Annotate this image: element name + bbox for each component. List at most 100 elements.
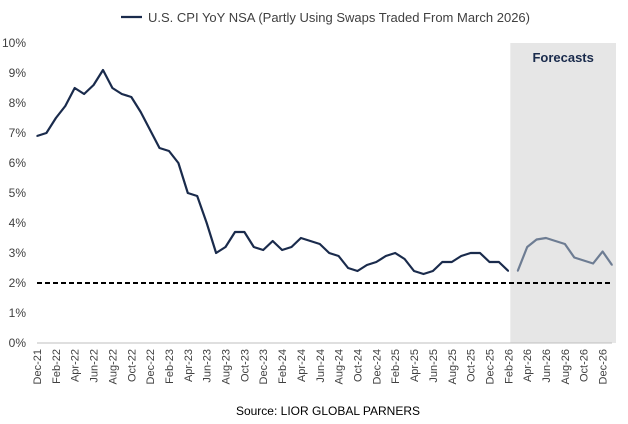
data-point bbox=[526, 246, 528, 248]
cpi-actual-line bbox=[36, 68, 510, 276]
data-point bbox=[177, 162, 180, 164]
x-tick-label: Apr-26 bbox=[522, 349, 534, 382]
forecast-label: Forecasts bbox=[532, 50, 593, 65]
data-point bbox=[582, 259, 585, 262]
data-point bbox=[611, 264, 613, 266]
data-point bbox=[158, 147, 161, 149]
data-point bbox=[92, 84, 95, 86]
data-point bbox=[243, 231, 246, 233]
data-point bbox=[224, 246, 227, 248]
x-tick-label: Jun-26 bbox=[541, 349, 553, 383]
data-point bbox=[64, 105, 67, 107]
data-point bbox=[432, 270, 434, 272]
y-tick-label: 10% bbox=[2, 36, 26, 50]
data-point bbox=[300, 237, 302, 239]
x-tick-label: Feb-22 bbox=[51, 349, 63, 384]
data-point bbox=[422, 273, 425, 275]
x-tick-label: Jun-24 bbox=[315, 349, 327, 383]
data-point bbox=[479, 252, 481, 254]
x-tick-label: Oct-25 bbox=[466, 349, 478, 382]
x-tick-label: Feb-24 bbox=[277, 349, 289, 384]
data-point bbox=[83, 93, 85, 95]
x-tick-label: Dec-21 bbox=[32, 349, 44, 384]
x-tick-label: Dec-23 bbox=[258, 349, 270, 384]
y-tick-label: 9% bbox=[9, 66, 27, 80]
legend-label: U.S. CPI YoY NSA (Partly Using Swaps Tra… bbox=[148, 10, 530, 25]
data-point bbox=[271, 240, 274, 242]
data-point bbox=[366, 264, 368, 266]
data-point bbox=[36, 135, 38, 137]
data-point bbox=[102, 69, 104, 71]
legend: U.S. CPI YoY NSA (Partly Using Swaps Tra… bbox=[121, 10, 530, 25]
data-point bbox=[507, 270, 510, 272]
data-point bbox=[337, 255, 340, 257]
data-point bbox=[253, 246, 255, 248]
x-tick-label: Feb-23 bbox=[164, 349, 176, 384]
y-tick-label: 2% bbox=[9, 276, 27, 290]
x-tick-label: Oct-26 bbox=[579, 349, 591, 382]
x-tick-label: Dec-24 bbox=[371, 349, 383, 384]
data-point bbox=[309, 240, 312, 242]
x-tick-label: Dec-22 bbox=[145, 349, 157, 384]
data-point bbox=[516, 270, 519, 272]
x-tick-label: Jun-22 bbox=[89, 349, 101, 383]
data-point bbox=[413, 270, 415, 272]
data-point bbox=[573, 256, 576, 259]
source-note: Source: LIOR GLOBAL PARNERS bbox=[236, 404, 420, 418]
data-point bbox=[139, 111, 142, 113]
data-point bbox=[564, 243, 566, 245]
data-point bbox=[498, 261, 500, 263]
data-point bbox=[55, 117, 57, 119]
x-tick-label: Feb-26 bbox=[503, 349, 515, 384]
data-point bbox=[554, 240, 557, 242]
x-tick-label: Jun-23 bbox=[202, 349, 214, 383]
x-tick-label: Oct-24 bbox=[352, 349, 364, 382]
data-point bbox=[469, 252, 472, 254]
data-point bbox=[290, 246, 293, 248]
data-point bbox=[281, 249, 283, 251]
x-tick-label: Apr-24 bbox=[296, 349, 308, 382]
data-point bbox=[356, 270, 359, 272]
data-point bbox=[375, 261, 378, 263]
data-point bbox=[403, 258, 406, 260]
x-tick-label: Apr-22 bbox=[70, 349, 82, 382]
x-tick-label: Oct-23 bbox=[239, 349, 251, 382]
y-tick-label: 4% bbox=[9, 216, 27, 230]
x-tick-label: Aug-25 bbox=[447, 349, 459, 384]
data-point bbox=[149, 129, 151, 131]
x-tick-label: Aug-26 bbox=[560, 349, 572, 384]
y-axis: 0% 1% 2% 3% 4% 5% 6% 7% 8% 9% 10% bbox=[2, 36, 26, 350]
data-point bbox=[168, 150, 170, 152]
x-tick-label: Aug-23 bbox=[221, 349, 233, 384]
data-point bbox=[121, 93, 123, 95]
data-point bbox=[328, 252, 331, 254]
y-tick-label: 1% bbox=[9, 306, 27, 320]
forecast-shade bbox=[510, 43, 616, 343]
y-tick-label: 8% bbox=[9, 96, 27, 110]
y-tick-label: 0% bbox=[9, 336, 27, 350]
x-tick-label: Feb-25 bbox=[390, 349, 402, 384]
data-point bbox=[205, 222, 208, 224]
data-point bbox=[592, 262, 594, 265]
y-tick-label: 7% bbox=[9, 126, 27, 140]
data-point bbox=[262, 249, 265, 251]
data-point bbox=[384, 255, 387, 257]
data-point bbox=[535, 238, 538, 241]
x-tick-label: Apr-23 bbox=[183, 349, 195, 382]
data-point bbox=[73, 87, 76, 89]
data-point bbox=[111, 87, 114, 89]
x-tick-label: Jun-25 bbox=[428, 349, 440, 383]
data-point bbox=[450, 261, 453, 263]
y-tick-label: 6% bbox=[9, 156, 27, 170]
x-tick-label: Apr-25 bbox=[409, 349, 421, 382]
y-tick-label: 3% bbox=[9, 246, 27, 260]
data-point bbox=[196, 195, 199, 197]
data-point bbox=[45, 132, 48, 134]
data-point bbox=[187, 192, 189, 194]
x-tick-label: Dec-26 bbox=[598, 349, 610, 384]
data-point bbox=[441, 261, 444, 263]
data-point bbox=[215, 252, 217, 254]
data-point bbox=[545, 237, 547, 239]
data-points bbox=[36, 69, 613, 275]
